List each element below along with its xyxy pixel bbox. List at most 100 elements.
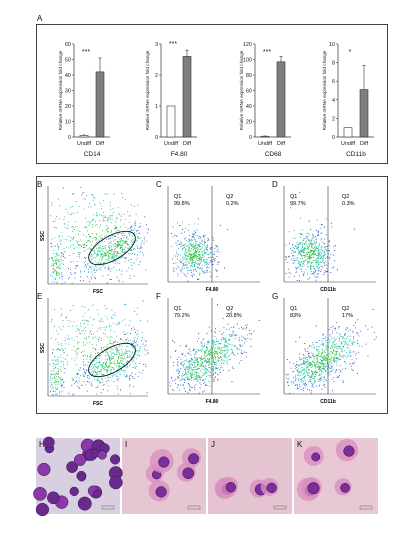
event-dot — [93, 199, 95, 201]
event-dot — [202, 256, 204, 258]
event-dot — [91, 354, 93, 356]
event-dot — [145, 224, 147, 226]
event-dot — [113, 249, 115, 251]
event-dot — [314, 269, 316, 271]
event-dot — [100, 249, 102, 251]
event-dot — [300, 249, 302, 251]
event-dot — [185, 246, 187, 247]
event-dot — [316, 248, 318, 249]
event-dot — [131, 249, 133, 251]
event-dot — [179, 368, 181, 370]
event-dot — [185, 345, 187, 347]
event-dot — [172, 389, 173, 390]
event-dot — [124, 369, 126, 371]
event-dot — [187, 280, 189, 282]
event-dot — [313, 265, 315, 267]
event-dot — [69, 240, 71, 242]
event-dot — [68, 221, 70, 223]
event-dot — [299, 191, 301, 193]
event-dot — [181, 377, 183, 379]
event-dot — [102, 215, 104, 217]
event-dot — [178, 389, 180, 391]
event-dot — [92, 304, 94, 306]
event-dot — [95, 238, 97, 240]
event-dot — [89, 265, 91, 267]
event-dot — [310, 252, 311, 254]
event-dot — [307, 375, 309, 376]
event-dot — [76, 354, 78, 356]
event-dot — [304, 343, 306, 344]
event-dot — [325, 234, 327, 236]
event-dot — [178, 357, 180, 358]
event-dot — [215, 364, 217, 366]
event-dot — [305, 255, 307, 257]
event-dot — [127, 365, 129, 367]
event-dot — [104, 329, 106, 331]
event-dot — [116, 348, 118, 349]
event-dot — [307, 359, 309, 361]
event-dot — [189, 239, 191, 240]
event-dot — [322, 364, 324, 366]
event-dot — [236, 334, 238, 336]
event-dot — [99, 226, 100, 228]
event-dot — [326, 270, 327, 272]
event-dot — [140, 223, 141, 225]
event-dot — [207, 263, 209, 265]
event-dot — [61, 348, 63, 350]
event-dot — [188, 367, 189, 369]
event-dot — [318, 349, 319, 351]
event-dot — [211, 264, 213, 266]
event-dot — [115, 228, 117, 230]
event-dot — [104, 193, 106, 195]
event-dot — [105, 216, 107, 218]
event-dot — [120, 353, 122, 355]
event-dot — [51, 257, 52, 259]
event-dot — [342, 337, 344, 338]
event-dot — [114, 354, 116, 356]
event-dot — [62, 253, 64, 255]
event-dot — [110, 348, 112, 350]
event-dot — [134, 337, 136, 338]
event-dot — [307, 248, 309, 250]
event-dot — [319, 366, 321, 368]
event-dot — [313, 376, 315, 378]
event-dot — [205, 261, 206, 263]
event-dot — [103, 384, 105, 385]
event-dot — [243, 327, 244, 329]
event-dot — [316, 363, 318, 365]
event-dot — [325, 363, 327, 365]
event-dot — [219, 356, 221, 358]
event-dot — [200, 376, 202, 378]
event-dot — [194, 247, 196, 249]
event-dot — [182, 265, 184, 266]
event-dot — [110, 358, 112, 360]
event-dot — [102, 367, 104, 369]
event-dot — [93, 218, 95, 220]
event-dot — [69, 310, 71, 312]
event-dot — [349, 351, 350, 353]
event-dot — [125, 218, 127, 220]
event-dot — [296, 243, 298, 245]
event-dot — [372, 309, 374, 310]
event-dot — [223, 363, 224, 364]
event-dot — [190, 360, 192, 362]
event-dot — [288, 255, 289, 257]
event-dot — [304, 255, 305, 256]
event-dot — [200, 349, 202, 351]
event-dot — [104, 267, 106, 269]
event-dot — [184, 379, 185, 380]
event-dot — [224, 338, 226, 339]
event-dot — [216, 359, 218, 361]
event-dot — [203, 250, 205, 251]
event-dot — [50, 385, 52, 387]
event-dot — [125, 257, 126, 259]
event-dot — [116, 350, 118, 352]
event-dot — [300, 217, 301, 219]
event-dot — [358, 345, 360, 347]
cell-nucleus — [92, 489, 102, 499]
event-dot — [76, 336, 78, 337]
event-dot — [338, 340, 340, 342]
event-dot — [347, 355, 349, 357]
event-dot — [316, 359, 318, 361]
event-dot — [60, 349, 61, 351]
